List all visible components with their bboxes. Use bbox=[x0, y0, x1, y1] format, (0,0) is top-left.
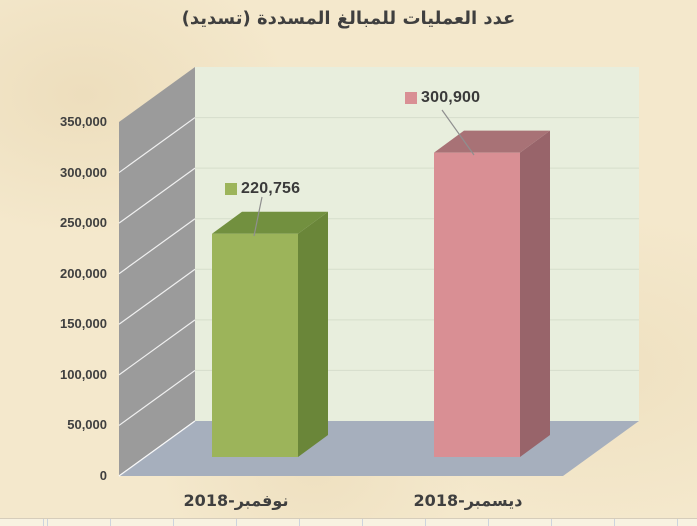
side-wall-gridline bbox=[118, 117, 196, 174]
side-wall-gridline bbox=[118, 319, 196, 376]
bar-0-top-face[interactable] bbox=[212, 211, 328, 234]
spreadsheet-cells-strip bbox=[0, 518, 697, 526]
bar-1-front-face[interactable] bbox=[434, 152, 520, 458]
chart-floor bbox=[119, 421, 639, 476]
side-wall-gridline bbox=[118, 218, 196, 275]
side-wall-gridline bbox=[118, 369, 196, 426]
side-wall-gridline bbox=[118, 268, 196, 325]
bar-0-side-face[interactable] bbox=[298, 211, 328, 457]
chart-title[interactable]: عدد العمليات للمبالغ المسددة (تسديد) bbox=[181, 8, 516, 29]
bar-0-front-face[interactable] bbox=[212, 233, 298, 457]
data-label-leader-line-0 bbox=[253, 196, 263, 237]
floor-edge-line bbox=[118, 420, 196, 477]
data-label-leader-line-1 bbox=[441, 109, 475, 156]
side-wall-gridline bbox=[118, 167, 196, 224]
bar-1-side-face[interactable] bbox=[520, 130, 550, 458]
chart-side-wall bbox=[119, 67, 195, 476]
bar-1-top-face[interactable] bbox=[434, 130, 550, 153]
